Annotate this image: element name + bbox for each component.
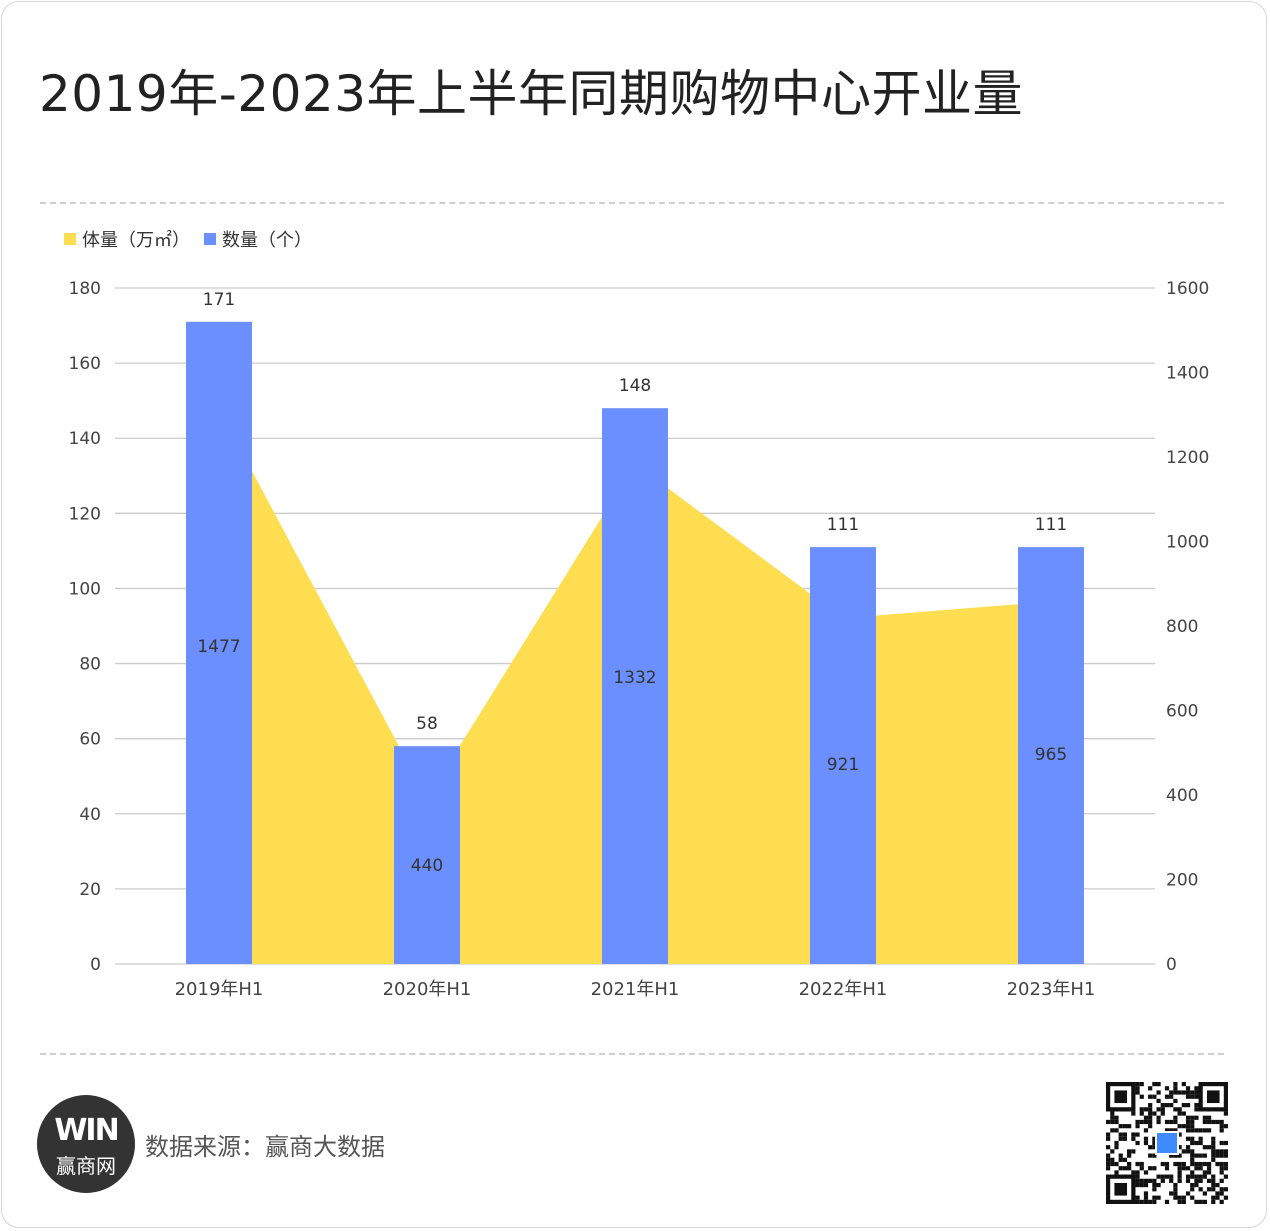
bar-2019年H1 — [186, 321, 252, 964]
left-axis-tick-label: 160 — [69, 354, 101, 374]
right-axis-tick-label: 600 — [1166, 702, 1198, 722]
category-label: 2021年H1 — [591, 979, 680, 1000]
bottom-divider — [40, 1053, 1224, 1055]
left-axis-tick-label: 20 — [79, 880, 101, 900]
bar-value-label: 111 — [827, 515, 859, 535]
right-axis-tick-label: 800 — [1166, 617, 1198, 637]
bar-value-label: 111 — [1035, 515, 1067, 535]
category-label: 2020年H1 — [383, 979, 472, 1000]
logo-mark: WIN — [54, 1113, 119, 1148]
right-axis-tick-label: 1400 — [1166, 364, 1209, 384]
left-axis-tick-label: 0 — [90, 955, 101, 975]
right-axis-tick-label: 1600 — [1166, 279, 1209, 299]
area-value-label: 440 — [411, 856, 443, 876]
bar-value-label: 148 — [619, 376, 651, 396]
area-value-label: 921 — [827, 755, 859, 775]
top-divider — [40, 202, 1224, 204]
category-label: 2023年H1 — [1007, 979, 1096, 1000]
right-axis-tick-label: 1200 — [1166, 448, 1209, 468]
left-axis-tick-label: 120 — [69, 504, 101, 524]
left-axis-tick-label: 180 — [69, 279, 101, 299]
legend: 体量（万㎡） 数量（个） — [64, 226, 326, 252]
chart-svg: 0 20 40 60 80 100 120 140 160 180 0 200 400 600 800 100… — [69, 279, 1210, 1000]
left-axis-tick-label: 60 — [79, 730, 101, 750]
legend-label-area: 体量（万㎡） — [82, 230, 190, 251]
area-value-label: 1477 — [197, 637, 240, 657]
legend-item-bar: 数量（个） — [204, 226, 312, 252]
chart-title: 2019年-2023年上半年同期购物中心开业量 — [39, 65, 1024, 123]
winshang-logo: WIN 赢商网 — [37, 1095, 135, 1193]
right-axis-tick-label: 400 — [1166, 786, 1198, 806]
legend-swatch-bar — [204, 233, 216, 245]
right-axis-tick-label: 1000 — [1166, 533, 1209, 553]
bar-value-label: 171 — [203, 290, 235, 310]
legend-label-bar: 数量（个） — [222, 230, 312, 251]
bar-2022年H1 — [810, 547, 876, 964]
area-value-label: 965 — [1035, 745, 1067, 765]
left-axis-tick-label: 140 — [69, 429, 101, 449]
area-value-label: 1332 — [613, 668, 656, 688]
category-label: 2022年H1 — [799, 979, 888, 1000]
bar-2023年H1 — [1018, 547, 1084, 964]
left-axis-tick-label: 40 — [79, 805, 101, 825]
data-source: 数据来源：赢商大数据 — [145, 1133, 385, 1161]
legend-swatch-area — [64, 233, 76, 245]
right-axis-tick-label: 0 — [1166, 955, 1177, 975]
bar-value-label: 58 — [416, 714, 438, 734]
logo-name: 赢商网 — [56, 1154, 116, 1178]
left-axis-tick-label: 80 — [79, 655, 101, 675]
bar-2021年H1 — [602, 408, 668, 965]
bar-2020年H1 — [394, 746, 460, 964]
left-axis-tick-label: 100 — [69, 579, 101, 599]
category-label: 2019年H1 — [175, 979, 264, 1000]
right-axis-tick-label: 200 — [1166, 871, 1198, 891]
legend-item-area: 体量（万㎡） — [64, 226, 190, 252]
qr-code-icon — [1106, 1082, 1228, 1204]
